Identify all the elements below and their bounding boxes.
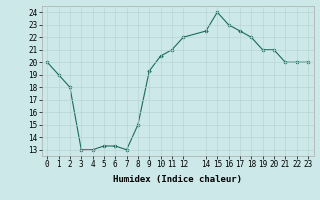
X-axis label: Humidex (Indice chaleur): Humidex (Indice chaleur) — [113, 175, 242, 184]
